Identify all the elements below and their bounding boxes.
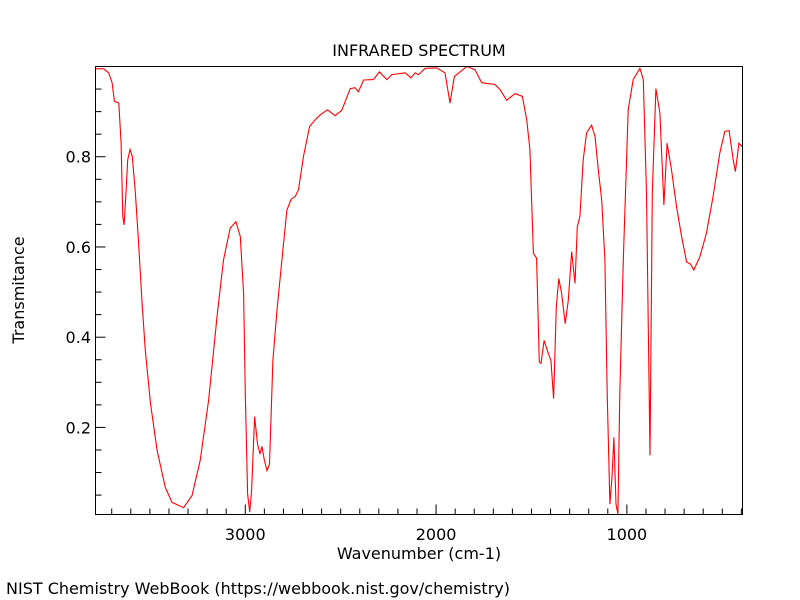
- y-tick-label: 0.4: [66, 328, 91, 347]
- y-tick-label: 0.6: [66, 238, 91, 257]
- y-axis-label: Transmitance: [9, 236, 28, 344]
- x-tick-label: 1000: [607, 525, 648, 544]
- axis-tick-labels: 3000 2000 1000 0.2 0.4 0.6 0.8: [66, 148, 648, 544]
- x-tick-label: 3000: [225, 525, 266, 544]
- y-tick-label: 0.2: [66, 418, 91, 437]
- axis-ticks: [95, 88, 742, 515]
- x-tick-label: 2000: [416, 525, 457, 544]
- y-tick-label: 0.8: [66, 148, 91, 167]
- x-axis-label: Wavenumber (cm-1): [337, 544, 501, 563]
- footer-source: NIST Chemistry WebBook (https://webbook.…: [6, 579, 510, 598]
- plot-frame: [95, 66, 743, 515]
- spectrum-line: [95, 65, 743, 515]
- chart-title: INFRARED SPECTRUM: [332, 41, 505, 60]
